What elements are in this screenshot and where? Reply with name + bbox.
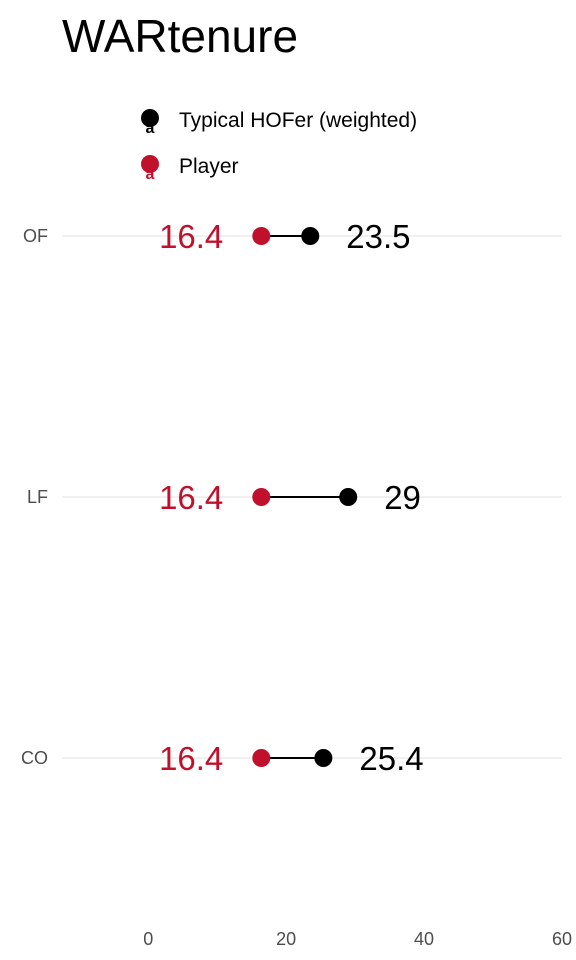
legend-label: Player <box>179 155 239 178</box>
player-point <box>252 749 271 767</box>
legend-key-point <box>141 109 159 127</box>
x-tick-label: 0 <box>143 929 153 949</box>
player-value-label: 16.4 <box>159 479 223 516</box>
player-value-label: 16.4 <box>159 218 223 255</box>
player-point <box>252 227 271 245</box>
legend-key-point <box>141 155 159 173</box>
y-tick-label: OF <box>23 226 48 246</box>
legend-label: Typical HOFer (weighted) <box>179 109 417 132</box>
hofer-point <box>301 227 320 245</box>
x-tick-label: 40 <box>414 929 434 949</box>
legend: a Typical HOFer (weighted) a Player <box>141 109 417 183</box>
hofer-value-label: 29 <box>384 479 421 516</box>
y-tick-label: CO <box>21 748 48 768</box>
hofer-point <box>339 488 358 506</box>
data-points <box>252 227 358 767</box>
x-tick-label: 20 <box>276 929 296 949</box>
connectors <box>261 235 349 759</box>
hofer-point <box>314 749 333 767</box>
x-axis-tick-labels: 0 20 40 60 <box>143 929 572 949</box>
x-tick-label: 60 <box>552 929 572 949</box>
chart-title: WARtenure <box>62 10 298 62</box>
hofer-value-label: 23.5 <box>346 218 410 255</box>
hofer-value-label: 25.4 <box>359 740 423 777</box>
data-labels: 16.4 23.5 16.4 29 16.4 25.4 <box>159 218 424 777</box>
player-point <box>252 488 271 506</box>
legend-key-glyph: a <box>146 120 155 137</box>
player-value-label: 16.4 <box>159 740 223 777</box>
y-axis-tick-labels: OF LF CO <box>21 226 48 768</box>
y-tick-label: LF <box>27 487 48 507</box>
legend-key-glyph: a <box>146 166 155 183</box>
